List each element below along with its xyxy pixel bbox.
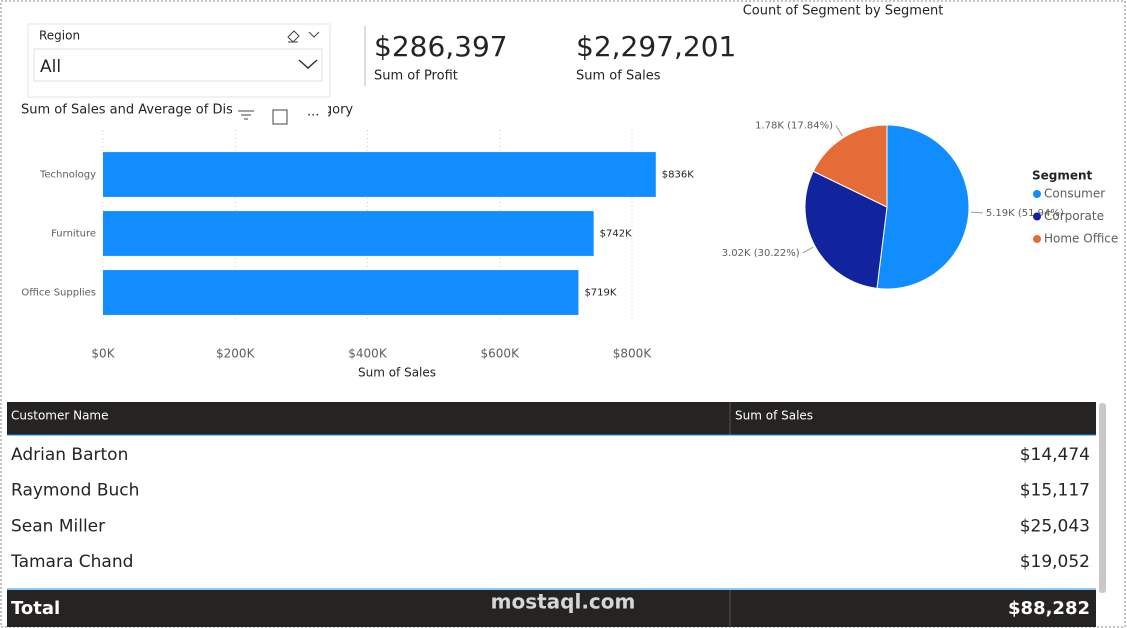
data-label: $742K bbox=[600, 229, 632, 240]
x-axis-title: Sum of Sales bbox=[358, 366, 436, 380]
table-header bbox=[7, 402, 1096, 435]
legend-label: Corporate bbox=[1044, 209, 1104, 223]
card-value: $2,297,201 bbox=[576, 30, 736, 63]
y-tick-label: Technology bbox=[39, 170, 96, 181]
data-label: 1.78K (17.84%) bbox=[755, 121, 833, 132]
legend-marker bbox=[1033, 212, 1041, 221]
card-label: Sum of Sales bbox=[576, 69, 661, 84]
bar bbox=[103, 211, 594, 256]
x-tick-label: $800K bbox=[613, 347, 653, 361]
total-label: Total bbox=[11, 598, 60, 619]
cell: $19,052 bbox=[1020, 552, 1090, 572]
pie-slice bbox=[876, 124, 970, 290]
x-tick-label: $400K bbox=[348, 347, 388, 361]
bar bbox=[103, 152, 656, 197]
cell: $14,474 bbox=[1020, 445, 1090, 465]
bar bbox=[103, 270, 579, 315]
pie-chart-title: Count of Segment by Segment bbox=[743, 4, 944, 19]
data-label: $719K bbox=[584, 288, 616, 299]
y-tick-label: Office Supplies bbox=[21, 288, 96, 299]
cell: $15,117 bbox=[1020, 481, 1090, 501]
card-label: Sum of Profit bbox=[374, 69, 458, 84]
focus-icon[interactable] bbox=[272, 109, 288, 125]
slicer-dropdown[interactable] bbox=[33, 48, 323, 82]
x-tick-label: $200K bbox=[216, 347, 256, 361]
data-label: $836K bbox=[662, 170, 694, 181]
more-icon[interactable]: ··· bbox=[307, 109, 319, 124]
watermark: mostaql.com bbox=[491, 590, 636, 614]
collapse-icon[interactable] bbox=[308, 31, 320, 38]
leader-line bbox=[835, 125, 843, 137]
legend-marker bbox=[1033, 190, 1041, 198]
slicer-title: Region bbox=[39, 29, 80, 43]
cell: Raymond Buch bbox=[11, 481, 139, 501]
cell: Adrian Barton bbox=[11, 445, 128, 465]
scrollbar[interactable] bbox=[1099, 403, 1106, 593]
legend-title: Segment bbox=[1032, 169, 1093, 183]
legend-label: Home Office bbox=[1044, 232, 1118, 246]
column-header[interactable]: Customer Name bbox=[11, 409, 109, 423]
x-tick-label: $0K bbox=[91, 347, 115, 361]
x-tick-label: $600K bbox=[481, 347, 521, 361]
legend-marker bbox=[1033, 235, 1041, 243]
cell: Sean Miller bbox=[11, 516, 105, 536]
total-value: $88,282 bbox=[1008, 598, 1090, 619]
card-value: $286,397 bbox=[374, 30, 508, 63]
legend-label: Consumer bbox=[1044, 187, 1105, 201]
data-label: 5.19K (51.94%) bbox=[986, 208, 1064, 219]
eraser-icon[interactable] bbox=[287, 30, 300, 43]
cell: Tamara Chand bbox=[10, 552, 133, 572]
cell: $25,043 bbox=[1020, 516, 1090, 536]
slicer-value[interactable]: All bbox=[40, 57, 61, 77]
filter-icon[interactable] bbox=[238, 110, 254, 120]
column-header[interactable]: Sum of Sales bbox=[735, 409, 813, 423]
pie-slice bbox=[804, 170, 888, 289]
y-tick-label: Furniture bbox=[51, 229, 96, 240]
leader-line bbox=[970, 211, 983, 214]
pie-slice bbox=[812, 124, 888, 208]
dropdown-arrow[interactable] bbox=[298, 59, 318, 70]
total-row bbox=[7, 590, 1096, 627]
leader-line bbox=[802, 246, 814, 254]
data-label: 3.02K (30.22%) bbox=[722, 248, 800, 259]
